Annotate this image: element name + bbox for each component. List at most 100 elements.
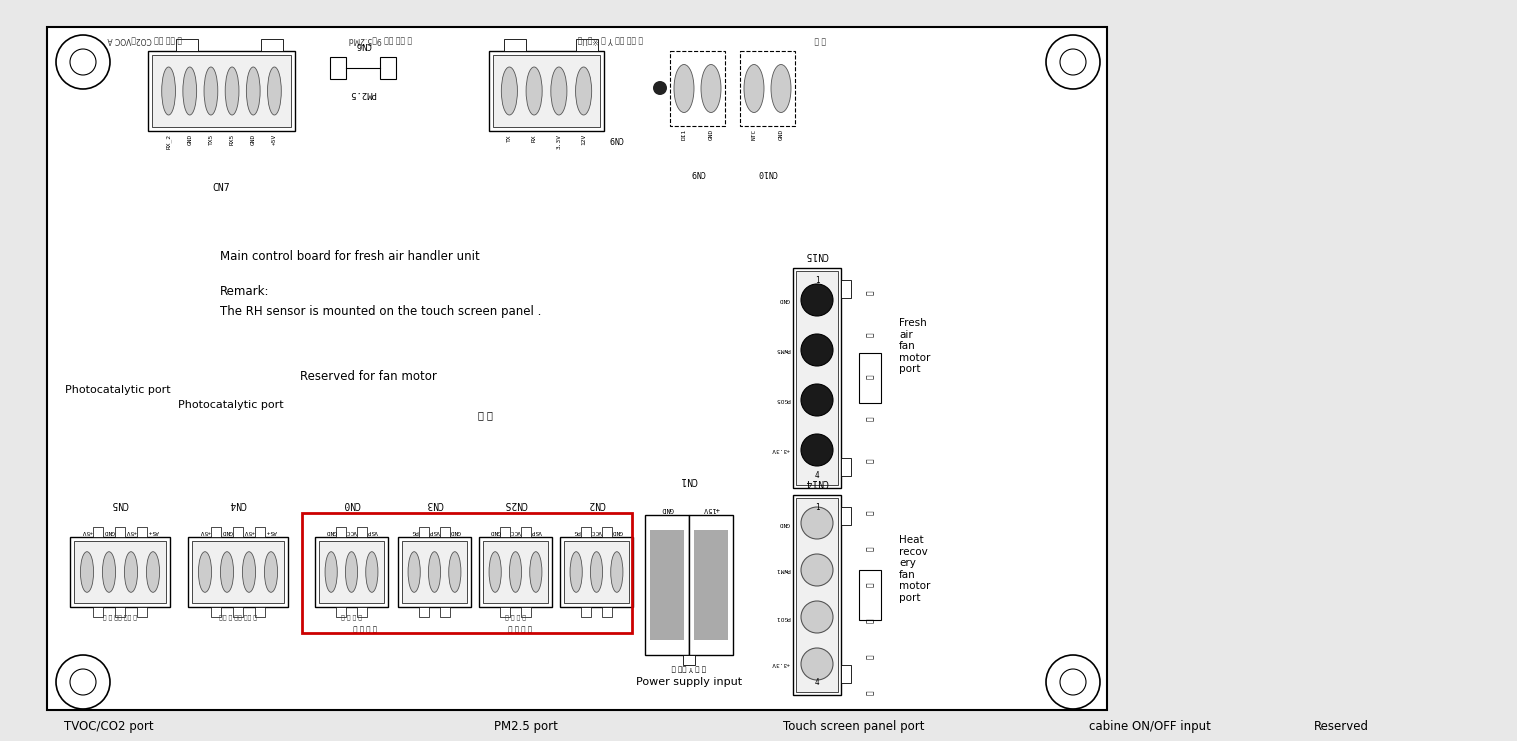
Text: CN1: CN1: [680, 475, 698, 485]
Bar: [793, 268, 840, 488]
Bar: [501, 527, 510, 537]
Bar: [70, 537, 170, 607]
Bar: [356, 607, 367, 617]
Text: 装: 装: [866, 582, 874, 588]
Bar: [560, 537, 633, 607]
Text: GND: GND: [611, 529, 622, 534]
Ellipse shape: [162, 67, 176, 115]
Bar: [193, 541, 284, 603]
Text: RX_2: RX_2: [165, 134, 171, 149]
Text: Heat
recov
ery
fan
motor
port: Heat recov ery fan motor port: [900, 535, 930, 603]
Bar: [402, 541, 467, 603]
Text: GND: GND: [660, 506, 674, 512]
Ellipse shape: [428, 552, 440, 592]
Ellipse shape: [501, 67, 517, 115]
Text: CN3: CN3: [426, 499, 443, 509]
Circle shape: [801, 648, 833, 680]
Text: Power supply input: Power supply input: [636, 677, 742, 687]
Bar: [740, 51, 795, 126]
Text: GND: GND: [449, 529, 461, 534]
Bar: [211, 607, 221, 617]
Ellipse shape: [529, 552, 542, 592]
Bar: [796, 271, 837, 485]
Ellipse shape: [103, 552, 115, 592]
Ellipse shape: [551, 67, 567, 115]
Text: +15V: +15V: [702, 506, 719, 512]
Bar: [302, 513, 633, 633]
Circle shape: [652, 81, 667, 95]
Text: PGO5: PGO5: [775, 397, 790, 402]
Text: GND: GND: [221, 529, 232, 534]
Text: +5V: +5V: [199, 529, 211, 534]
Text: CN9: CN9: [608, 134, 623, 143]
Text: Reserved: Reserved: [1314, 720, 1368, 734]
Text: 辐 号: 辐 号: [815, 36, 825, 44]
Text: 口 装 让 棍: 口 装 让 棍: [508, 625, 532, 631]
Bar: [602, 527, 611, 537]
Text: 装: 装: [866, 416, 874, 422]
Bar: [93, 607, 103, 617]
Text: 口 装 让 棍: 口 装 让 棍: [505, 613, 526, 619]
Text: VSP: VSP: [531, 529, 542, 534]
Text: +5V: +5V: [82, 529, 93, 534]
Text: 口 装箱 标识 9，5.2Md: 口 装箱 标识 9，5.2Md: [349, 36, 411, 44]
Text: GND: GND: [778, 129, 783, 140]
Text: 装: 装: [866, 333, 874, 337]
Text: AS+: AS+: [265, 529, 276, 534]
Bar: [440, 527, 449, 537]
Text: PM2.5: PM2.5: [349, 89, 376, 98]
Circle shape: [801, 434, 833, 466]
Ellipse shape: [701, 64, 721, 113]
Ellipse shape: [124, 552, 138, 592]
Text: CN9: CN9: [690, 168, 705, 177]
Bar: [581, 527, 592, 537]
Ellipse shape: [611, 552, 623, 592]
Text: Fresh
air
fan
motor
port: Fresh air fan motor port: [900, 318, 930, 374]
Circle shape: [801, 384, 833, 416]
Text: +5V: +5V: [126, 529, 137, 534]
Text: DI1: DI1: [681, 129, 687, 140]
Text: cabine ON/OFF input: cabine ON/OFF input: [1089, 720, 1211, 734]
Text: 口 装箱 标识 CO2，VOC A: 口 装箱 标识 CO2，VOC A: [108, 36, 182, 44]
Bar: [520, 607, 531, 617]
Text: RX5: RX5: [229, 134, 235, 145]
Bar: [689, 515, 733, 655]
Bar: [331, 57, 346, 79]
Ellipse shape: [80, 552, 94, 592]
Text: 装: 装: [866, 691, 874, 695]
Bar: [419, 527, 429, 537]
Bar: [115, 607, 124, 617]
Bar: [255, 527, 265, 537]
Text: Main control board for fresh air handler unit: Main control board for fresh air handler…: [220, 250, 479, 263]
Text: The RH sensor is mounted on the touch screen panel .: The RH sensor is mounted on the touch sc…: [220, 305, 542, 318]
Bar: [188, 537, 288, 607]
Ellipse shape: [205, 67, 218, 115]
Ellipse shape: [526, 67, 542, 115]
Text: PWM1: PWM1: [775, 568, 790, 573]
Bar: [840, 665, 851, 683]
Text: TVOC/CO2 port: TVOC/CO2 port: [64, 720, 155, 734]
Bar: [602, 607, 611, 617]
Text: AS+: AS+: [147, 529, 159, 534]
Text: CN14: CN14: [806, 477, 828, 487]
Bar: [488, 51, 604, 131]
Circle shape: [1047, 655, 1100, 709]
Bar: [152, 55, 291, 127]
Text: 装: 装: [866, 655, 874, 659]
Ellipse shape: [590, 552, 602, 592]
Text: NTC: NTC: [751, 129, 757, 140]
Circle shape: [801, 334, 833, 366]
Text: CN4: CN4: [229, 499, 247, 509]
Circle shape: [1047, 35, 1100, 89]
Ellipse shape: [674, 64, 693, 113]
Text: CN0: CN0: [343, 499, 361, 509]
Text: PGO1: PGO1: [775, 614, 790, 619]
Text: TX: TX: [507, 134, 511, 142]
Text: GND: GND: [250, 134, 256, 145]
Ellipse shape: [408, 552, 420, 592]
Bar: [115, 527, 124, 537]
Text: VCC: VCC: [346, 529, 356, 534]
Bar: [683, 655, 695, 665]
Text: +5V: +5V: [243, 529, 255, 534]
Circle shape: [1060, 49, 1086, 75]
